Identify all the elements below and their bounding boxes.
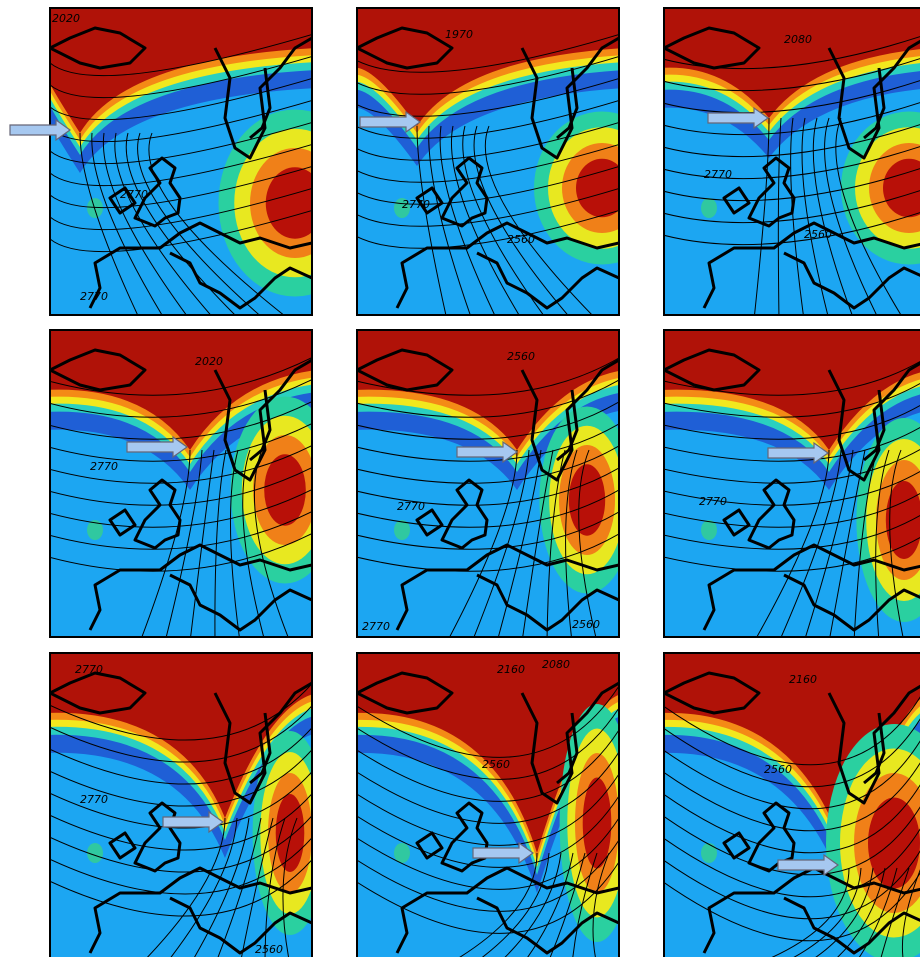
map-panel: 1970 2770 2560	[352, 3, 670, 320]
contour-label: 2770	[397, 500, 425, 513]
contour-label: 2080	[784, 33, 812, 46]
map-field: 2020 2770 2770	[43, 3, 371, 320]
contour-label: 2560	[764, 763, 792, 776]
green-patch	[701, 843, 717, 863]
page: {"panels": [ {"labels": ["2020", "2770",…	[0, 0, 920, 957]
contour-label: 2770	[402, 198, 430, 211]
contour-label: 2560	[804, 228, 832, 241]
jet-blob	[266, 167, 325, 239]
contour-label: 2770	[699, 495, 727, 508]
map-panel: 2160 2080 2560	[352, 648, 634, 957]
contour-label: 2770	[80, 793, 108, 806]
map-field: 2020 2770	[45, 325, 339, 642]
contour-label: 2770	[120, 188, 148, 201]
map-field: 2160 2560	[659, 648, 920, 957]
map-field: 2770	[659, 325, 920, 642]
contour-label: 2560	[507, 233, 535, 246]
contour-label: 2560	[572, 618, 600, 631]
map-panel: 2020 2770	[45, 325, 339, 642]
contour-label: 2560	[507, 350, 535, 363]
map-panel: 2160 2560	[659, 648, 920, 957]
arrow	[10, 120, 70, 140]
map-field: 2560 2770 2770 2560	[352, 325, 635, 642]
jet-blob	[264, 454, 306, 526]
green-patch	[394, 843, 410, 863]
contour-label: 2160	[497, 663, 525, 676]
map-panel: 2020 2770 2770	[43, 3, 371, 320]
map-panel: 2560 2770 2770 2560	[352, 325, 635, 642]
map-grid: 2020 2770 2770 1970 2770 2560 2080 2770 2560 2020…	[0, 0, 920, 957]
map-panel: 2080 2770 2560	[659, 3, 920, 320]
contour-label: 2160	[789, 673, 817, 686]
contour-label: 2770	[90, 460, 118, 473]
contour-label: 2020	[195, 355, 223, 368]
contour-label: 2080	[542, 658, 570, 671]
contour-label: 1970	[445, 28, 473, 41]
map-field: 2080 2770 2560	[659, 3, 920, 320]
contour-label: 2770	[704, 168, 732, 181]
contour-label: 2560	[482, 758, 510, 771]
jet-blob	[576, 159, 628, 218]
green-patch	[701, 198, 717, 218]
map-panel: 2770	[659, 325, 920, 642]
contour-label: 2770	[80, 290, 108, 303]
contour-label: 2020	[52, 12, 80, 25]
contour-label: 2770	[362, 620, 390, 633]
map-field: 1970 2770 2560	[352, 3, 670, 320]
map-panel: 2770 2770 2560	[45, 648, 327, 957]
map-field: 2770 2770 2560	[45, 648, 327, 957]
contour-label: 2560	[255, 943, 283, 956]
map-field: 2160 2080 2560	[352, 648, 634, 957]
contour-label: 2770	[75, 663, 103, 676]
